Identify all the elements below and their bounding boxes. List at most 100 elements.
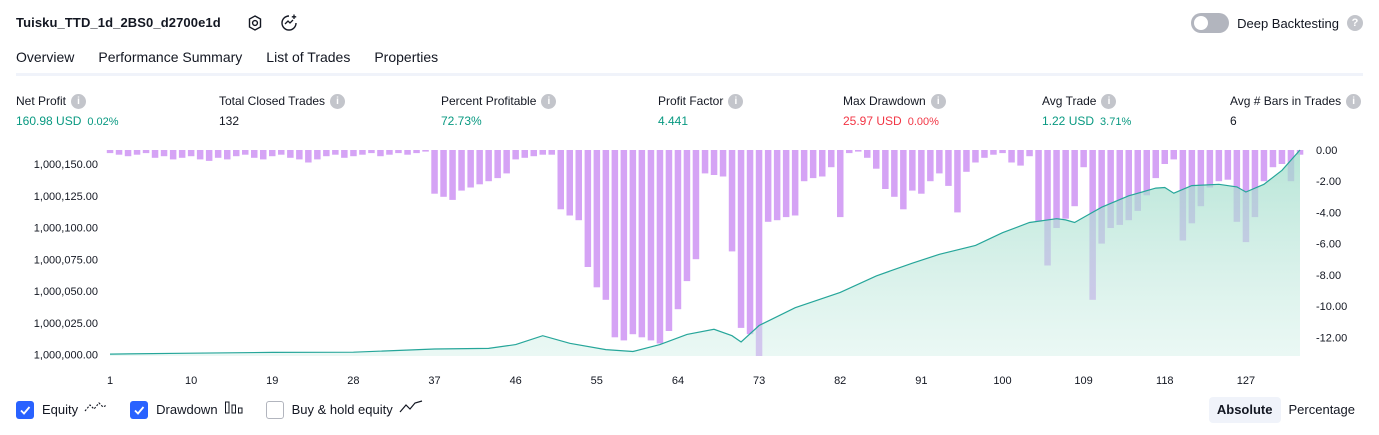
info-icon[interactable]: i bbox=[728, 93, 744, 109]
legend-equity[interactable]: Equity bbox=[16, 400, 108, 419]
tab-overview[interactable]: Overview bbox=[16, 46, 75, 76]
drawdown-bar bbox=[422, 150, 429, 152]
info-icon[interactable]: i bbox=[71, 93, 87, 109]
tab-list-of-trades[interactable]: List of Trades bbox=[266, 49, 351, 65]
drawdown-bar bbox=[963, 150, 970, 172]
display-mode-switch: Absolute Percentage bbox=[1208, 397, 1363, 423]
drawdown-bar bbox=[1044, 150, 1051, 266]
x-axis-tick-label: 109 bbox=[1074, 375, 1092, 387]
legend-drawdown[interactable]: Drawdown bbox=[130, 400, 243, 419]
drawdown-bar bbox=[782, 150, 790, 218]
info-icon[interactable]: i bbox=[930, 93, 946, 109]
drawdown-bar bbox=[332, 150, 339, 155]
metric-label-text: Percent Profitable bbox=[441, 94, 537, 108]
drawdown-bar bbox=[674, 150, 682, 310]
x-axis-tick-label: 28 bbox=[347, 375, 359, 387]
equity-checkbox[interactable] bbox=[16, 400, 34, 419]
info-icon[interactable]: i bbox=[541, 93, 557, 109]
right-axis-tick-label: -6.00 bbox=[1316, 239, 1341, 251]
info-icon[interactable]: i bbox=[330, 93, 346, 109]
drawdown-bars bbox=[106, 150, 1304, 356]
drawdown-bar bbox=[133, 150, 141, 155]
metric-net-profit: Net Profit i 160.98 USD 0.02% bbox=[16, 93, 119, 128]
drawdown-bar bbox=[368, 150, 375, 154]
drawdown-bar bbox=[620, 150, 628, 341]
drawdown-bar bbox=[909, 150, 916, 191]
drawdown-bar bbox=[359, 150, 366, 155]
x-axis-tick-label: 118 bbox=[1156, 375, 1174, 387]
metric-label: Total Closed Trades i bbox=[219, 93, 346, 109]
drawdown-bar bbox=[728, 150, 736, 252]
drawdown-bar bbox=[115, 150, 123, 155]
x-axis-tick-label: 46 bbox=[510, 375, 522, 387]
deep-backtesting-label: Deep Backtesting bbox=[1237, 15, 1339, 31]
tab-properties[interactable]: Properties bbox=[374, 49, 439, 65]
drawdown-bar bbox=[593, 150, 601, 288]
metric-label: Net Profit i bbox=[16, 93, 119, 109]
chart-svg: 1,000,150.00 1,000,125.00 1,000,100.00 1,00… bbox=[34, 145, 1347, 387]
metric-label: Profit Factor i bbox=[658, 93, 744, 109]
drawdown-bar bbox=[187, 150, 195, 157]
metric-label: Percent Profitable i bbox=[441, 93, 557, 109]
equity-line bbox=[109, 149, 1301, 355]
drawdown-bar bbox=[656, 150, 664, 344]
x-axis-tick-label: 19 bbox=[266, 375, 278, 387]
drawdown-bar bbox=[404, 150, 411, 155]
equity-drawdown-chart[interactable]: 1,000,150.00 1,000,125.00 1,000,100.00 1,00… bbox=[0, 140, 1379, 390]
drawdown-bar bbox=[1080, 150, 1087, 168]
metric-value: 1.22 USD 3.71% bbox=[1042, 114, 1131, 128]
help-icon[interactable]: ? bbox=[1347, 15, 1363, 31]
drawdown-bar bbox=[1260, 150, 1268, 182]
add-to-chart-icon[interactable] bbox=[279, 13, 299, 33]
metric-total-closed-trades: Total Closed Trades i 132 bbox=[219, 93, 346, 128]
metric-value: 6 bbox=[1230, 114, 1361, 128]
left-axis-tick-label: 1,000,000.00 bbox=[34, 350, 98, 362]
drawdown-bar bbox=[584, 150, 592, 267]
drawdown-bar bbox=[485, 150, 492, 182]
metric-label: Avg # Bars in Trades i bbox=[1230, 93, 1362, 109]
drawdown-bar bbox=[1278, 150, 1286, 164]
percentage-mode-button[interactable]: Percentage bbox=[1288, 402, 1356, 417]
drawdown-bar bbox=[701, 150, 709, 174]
metric-value-main: 4.441 bbox=[658, 114, 689, 128]
drawdown-bar bbox=[629, 150, 637, 335]
metric-label: Avg Trade i bbox=[1042, 93, 1131, 109]
drawdown-bar bbox=[1170, 150, 1177, 160]
metric-value: 132 bbox=[219, 114, 345, 128]
info-icon[interactable]: i bbox=[1101, 93, 1117, 109]
drawdown-bar bbox=[377, 150, 384, 157]
metric-value: 4.441 bbox=[658, 114, 743, 128]
drawdown-bar bbox=[503, 150, 510, 174]
metric-profit-factor: Profit Factor i 4.441 bbox=[658, 93, 744, 128]
chart-legend: Equity Drawdown Buy & hold equity bbox=[16, 400, 445, 419]
absolute-mode-button[interactable]: Absolute bbox=[1208, 397, 1281, 423]
drawdown-bar bbox=[972, 150, 979, 163]
drawdown-bar bbox=[521, 150, 528, 158]
equity-area bbox=[109, 149, 1301, 356]
drawdown-bar bbox=[160, 150, 168, 157]
drawdown-bar bbox=[539, 150, 546, 155]
tab-performance-summary[interactable]: Performance Summary bbox=[98, 49, 243, 65]
metric-max-drawdown: Max Drawdown i 25.97 USD 0.00% bbox=[843, 93, 946, 128]
x-axis-tick-label: 73 bbox=[753, 375, 765, 387]
legend-drawdown-label: Drawdown bbox=[156, 402, 218, 417]
drawdown-bar bbox=[124, 150, 132, 157]
info-icon[interactable]: i bbox=[1346, 93, 1362, 109]
legend-buy-hold[interactable]: Buy & hold equity bbox=[265, 400, 423, 419]
settings-gear-icon[interactable] bbox=[245, 13, 265, 33]
legend-buy-hold-label: Buy & hold equity bbox=[291, 402, 393, 417]
deep-backtesting-toggle[interactable] bbox=[1191, 13, 1230, 33]
metric-label-text: Profit Factor bbox=[658, 94, 724, 108]
drawdown-bar bbox=[196, 150, 204, 160]
drawdown-bar bbox=[999, 150, 1006, 154]
drawdown-bar bbox=[900, 150, 907, 210]
drawdown-bar bbox=[178, 150, 186, 158]
drawdown-bar bbox=[1143, 150, 1150, 196]
drawdown-bar bbox=[278, 150, 285, 155]
drawdown-bar bbox=[512, 150, 519, 160]
drawdown-checkbox[interactable] bbox=[130, 400, 149, 419]
drawdown-bar bbox=[1233, 150, 1241, 222]
drawdown-bar bbox=[260, 150, 267, 160]
buy-hold-checkbox[interactable] bbox=[265, 400, 284, 419]
drawdown-bar bbox=[1269, 150, 1277, 168]
